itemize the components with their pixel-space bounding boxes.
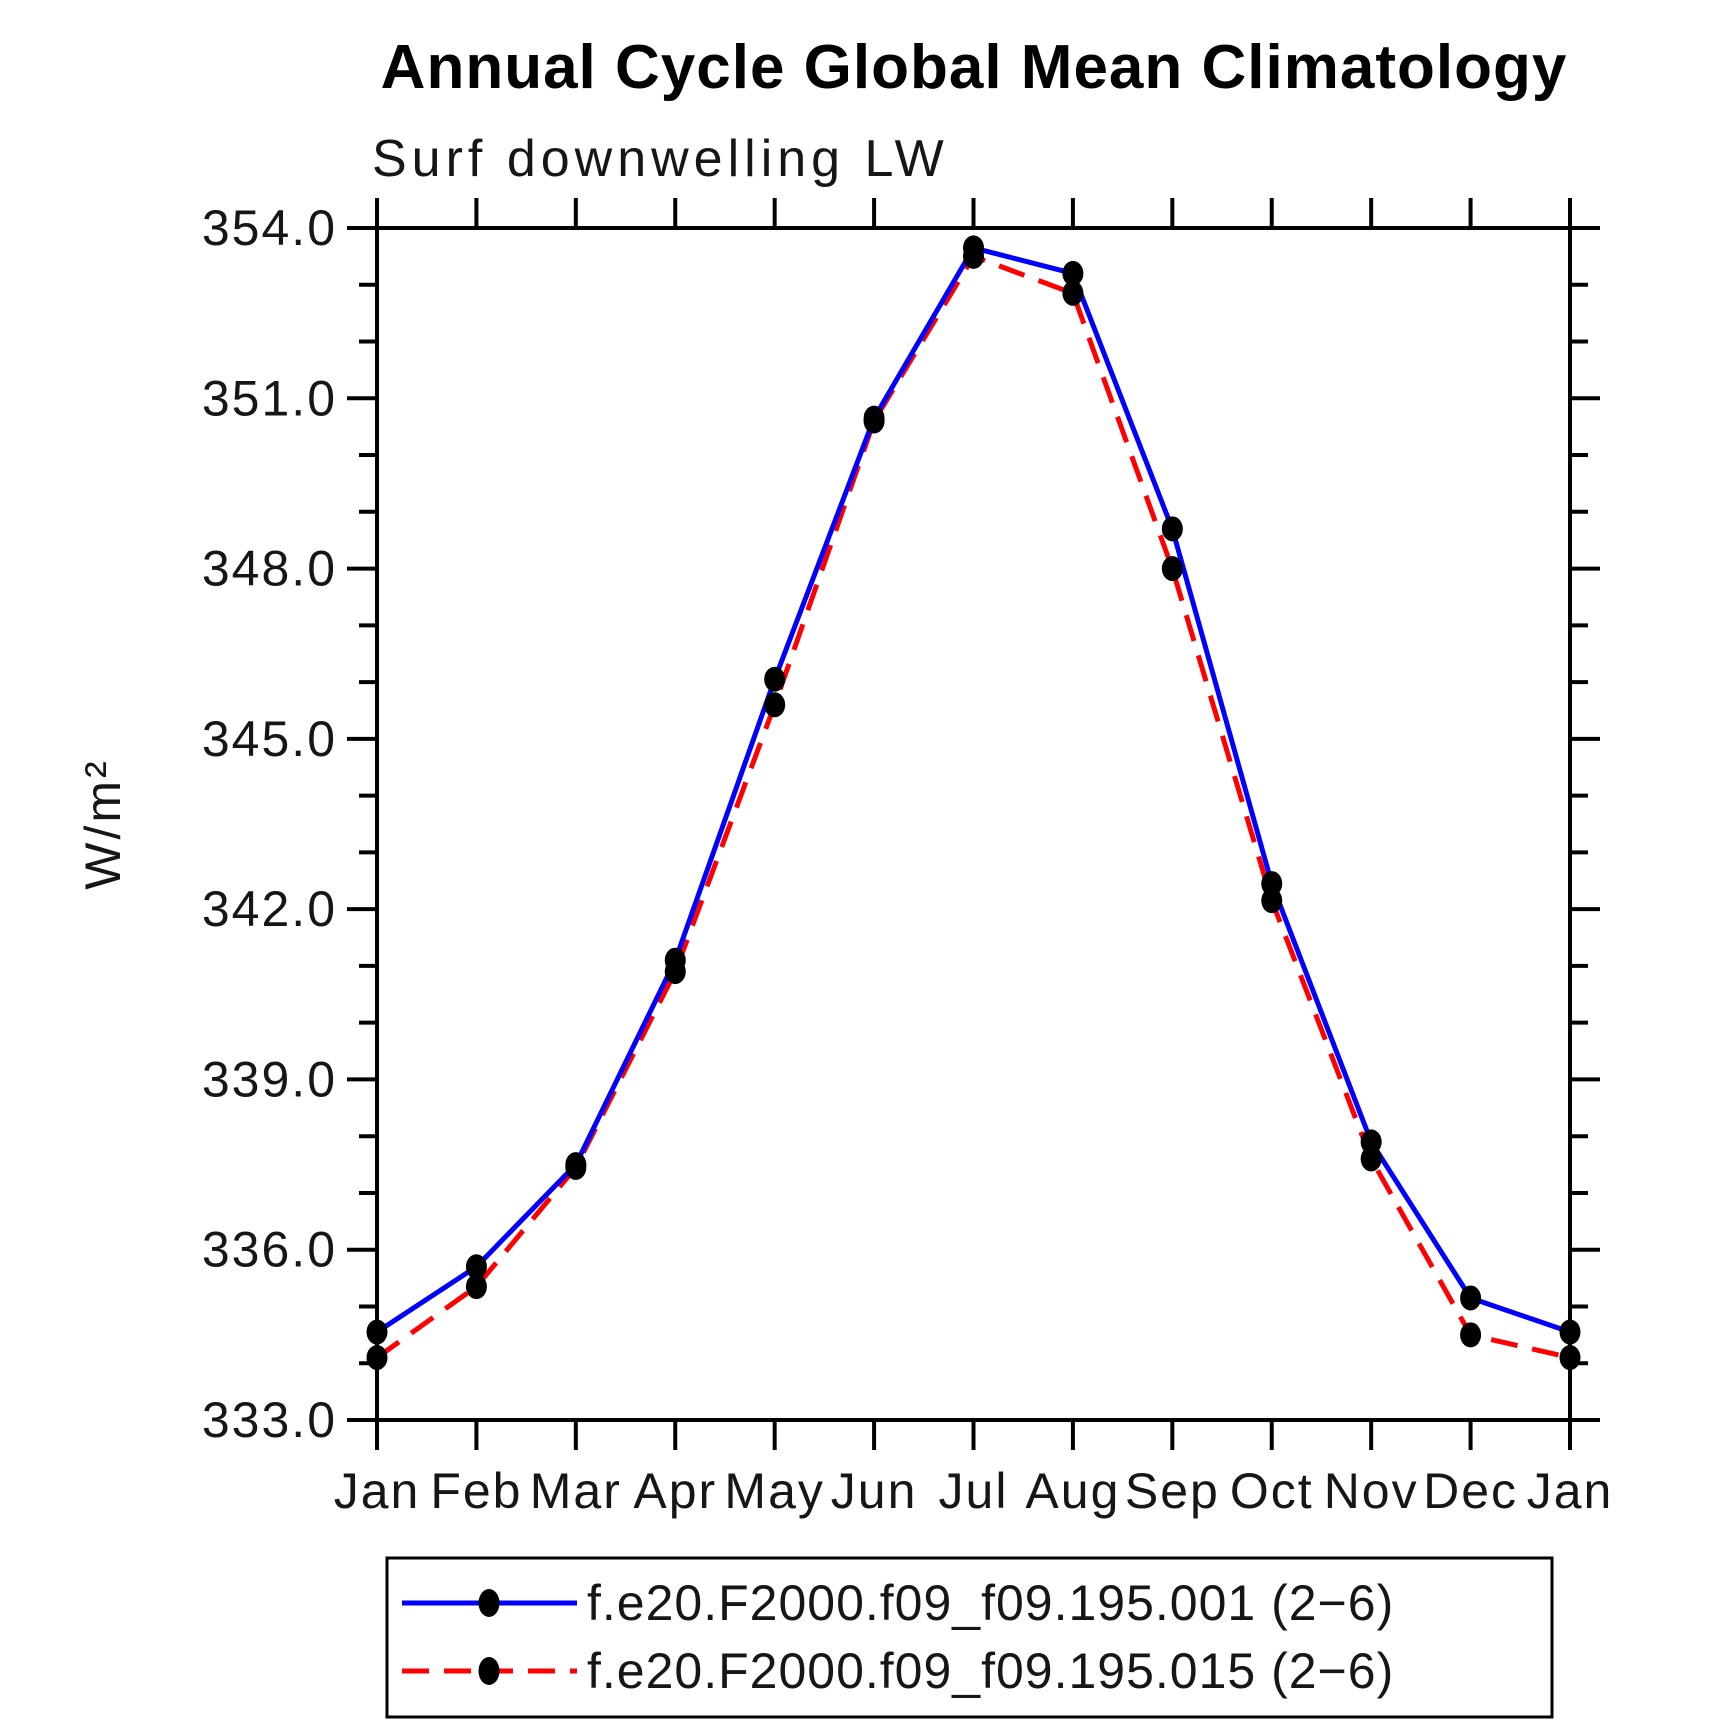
- data-point-marker: [1460, 1285, 1482, 1311]
- y-tick-label: 342.0: [202, 881, 337, 937]
- legend-box: [385, 1556, 1554, 1719]
- series-lines: [375, 245, 1571, 1361]
- data-point-marker: [1460, 1322, 1482, 1348]
- data-point-marker: [366, 1345, 388, 1371]
- data-point-marker: [764, 692, 786, 718]
- data-point-marker: [863, 405, 885, 431]
- x-tick-label: Jan: [334, 1463, 421, 1519]
- y-tick-label: 333.0: [202, 1392, 337, 1448]
- data-point-marker: [963, 235, 984, 261]
- legend: f.e20.F2000.f09_f09.195.001 (2−6) f.e20.F…: [385, 1556, 1554, 1719]
- plot-axes: [347, 198, 1600, 1450]
- data-point-marker: [465, 1274, 487, 1300]
- series-markers: [366, 235, 1581, 1371]
- data-point-marker: [1559, 1345, 1581, 1371]
- x-tick-label: Nov: [1324, 1463, 1419, 1519]
- y-tick-label: 345.0: [202, 711, 337, 767]
- x-tick-label: Mar: [530, 1463, 622, 1519]
- data-point-marker: [1062, 260, 1084, 286]
- x-axis-ticks: [375, 198, 1572, 1450]
- data-point-marker: [366, 1319, 388, 1345]
- data-point-marker: [1161, 516, 1183, 542]
- y-tick-label: 351.0: [202, 370, 337, 426]
- x-tick-label: May: [724, 1463, 824, 1519]
- chart-title: Annual Cycle Global Mean Climatology: [381, 33, 1568, 102]
- y-tick-label: 336.0: [202, 1222, 337, 1278]
- chart-subtitle: Surf downwelling LW: [372, 130, 949, 188]
- y-tick-labels: 333.0 336.0 339.0 342.0 345.0 348.0 351.0 354.0: [202, 200, 337, 1448]
- legend-label-1: f.e20.F2000.f09_f09.195.015 (2−6): [587, 1643, 1394, 1699]
- x-tick-label: Oct: [1230, 1463, 1314, 1519]
- data-point-marker: [1161, 556, 1183, 582]
- data-point-marker: [565, 1152, 587, 1178]
- x-tick-label: Jun: [831, 1463, 918, 1519]
- x-tick-label: Dec: [1423, 1463, 1518, 1519]
- x-tick-label: Sep: [1125, 1463, 1220, 1519]
- series-line-1: [375, 253, 1571, 1361]
- x-tick-labels: Jan Feb Mar Apr May Jun Jul Aug Sep Oct Nov Dec Jan: [334, 1463, 1614, 1519]
- data-point-marker: [764, 666, 786, 692]
- data-point-marker: [1559, 1319, 1581, 1345]
- y-axis-ticks: [347, 226, 1600, 1422]
- legend-marker-1: [478, 1657, 500, 1685]
- x-tick-label: Feb: [430, 1463, 522, 1519]
- x-tick-label: Jul: [939, 1463, 1009, 1519]
- x-tick-label: Apr: [633, 1463, 717, 1519]
- data-point-marker: [1360, 1129, 1382, 1155]
- legend-marker-0: [478, 1589, 500, 1617]
- series-line-0: [375, 245, 1571, 1335]
- y-axis-label: W/m²: [75, 758, 131, 889]
- y-tick-label: 348.0: [202, 541, 337, 597]
- legend-label-0: f.e20.F2000.f09_f09.195.001 (2−6): [587, 1575, 1394, 1631]
- data-point-marker: [1062, 280, 1084, 306]
- data-point-marker: [465, 1254, 487, 1280]
- y-tick-label: 339.0: [202, 1051, 337, 1107]
- y-tick-label: 354.0: [202, 200, 337, 256]
- x-tick-label: Aug: [1025, 1463, 1120, 1519]
- x-tick-label: Jan: [1527, 1463, 1614, 1519]
- data-point-marker: [664, 947, 686, 973]
- data-point-marker: [1261, 871, 1283, 897]
